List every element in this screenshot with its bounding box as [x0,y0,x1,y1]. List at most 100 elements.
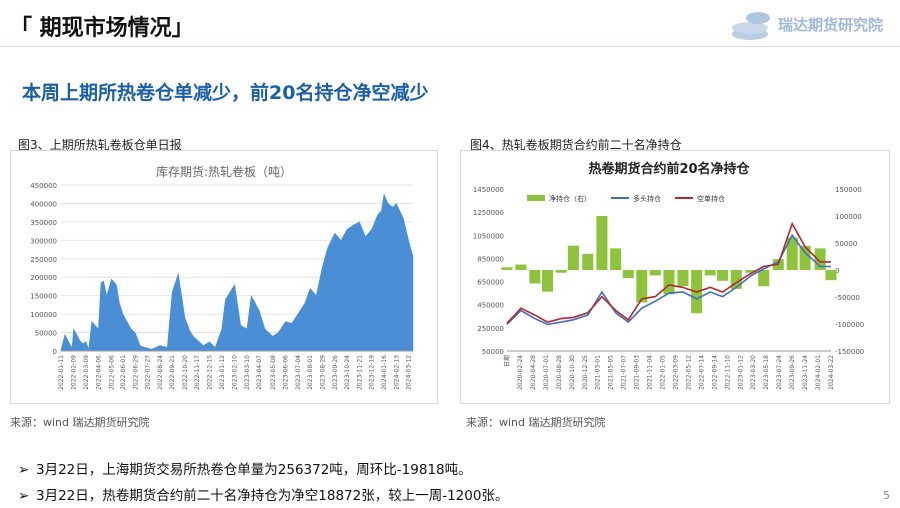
logo-text: 瑞达期货研究院 [778,16,884,34]
legend-label: 多头持仓 [633,194,661,203]
fig4-label: 图4、热轧卷板期货合约前二十名净持仓 [470,138,682,152]
x-tick-label: 2021-07-07 [621,355,628,390]
x-tick-label: 2023-12-19 [369,355,376,390]
x-tick-label: 2024-03-22 [828,355,835,390]
x-tick-label: 2023-09-26 [789,355,796,390]
x-tick-label: 2023-08-29 [319,355,326,390]
y-tick-label: 300000 [30,237,57,245]
net-position-bar [501,267,513,270]
y-tick-label: 350000 [30,219,57,227]
x-tick-label: 2024-03-12 [406,355,413,390]
page-number: 5 [883,489,890,502]
short-position-line [506,221,831,324]
x-tick-label: 2020-02-24 [517,355,524,390]
y-right-tick-label: 0 [835,267,839,275]
page-title: 「 期现市场情况」 [10,16,194,41]
note-2-text: 3月22日，热卷期货合约前二十名净持仓为净空18872张，较上一周-1200张。 [36,488,509,504]
x-tick-label: 2022-11-17 [194,355,201,390]
x-tick-label: 2022-10-20 [182,355,189,390]
x-tick-label: 日期 [503,355,511,367]
y-tick-label: 400000 [30,200,57,208]
y-tick-label: 200000 [30,274,57,282]
chart-title: 热卷期货合约前20名净持仓 [588,161,750,177]
x-tick-label: 2020-10-30 [569,355,576,390]
net-position-bar [649,270,661,276]
x-tick-label: 2024-01-16 [381,355,388,390]
x-tick-label: 2023-06-06 [283,355,290,390]
y-tick-label: 50000 [35,330,57,338]
net-position-bar [677,270,689,287]
x-tick-label: 2022-01-11 [58,355,65,390]
y-right-tick-label: -50000 [835,294,860,302]
x-tick-label: 2022-08-24 [157,355,164,390]
x-tick-label: 2023-07-04 [295,355,302,390]
y-right-tick-label: -150000 [835,348,864,356]
x-tick-label: 2023-07-24 [776,355,783,390]
company-logo [732,12,770,40]
x-tick-label: 2023-03-10 [244,355,251,390]
note-2: ➢ 3月22日，热卷期货合约前二十名净持仓为净空18872张，较上一周-1200张… [18,484,508,504]
net-position-bar [582,253,594,270]
x-tick-label: 2020-08-28 [556,355,563,390]
x-tick-label: 2020-07-01 [543,355,550,390]
y-left-tick-label: 1050000 [473,232,504,240]
x-tick-label: 2022-06-29 [132,355,139,390]
x-tick-label: 2024-02-13 [393,355,400,390]
x-tick-label: 2020-12-25 [582,355,589,390]
x-tick-label: 2024-02-01 [815,355,822,390]
x-tick-label: 2023-05-18 [763,355,770,390]
x-tick-label: 2022-01-05 [660,355,667,390]
net-position-bar [745,270,757,273]
y-left-tick-label: 450000 [477,302,504,310]
y-right-tick-label: 150000 [835,186,862,194]
net-position-bar [758,270,770,287]
y-right-tick-label: 100000 [835,213,862,221]
x-tick-label: 2023-05-08 [270,355,277,390]
y-tick-label: 0 [53,348,57,356]
x-tick-label: 2021-05-05 [608,355,615,390]
net-position-bar [567,245,579,270]
x-tick-label: 2022-12-15 [207,355,214,390]
y-left-tick-label: 250000 [477,325,504,333]
fig3-source: 来源：wind 瑞达期货研究院 [10,416,150,429]
net-position-bar [555,270,567,273]
y-right-tick-label: -100000 [835,321,864,329]
y-left-tick-label: 1450000 [473,186,504,194]
x-tick-label: 2022-05-06 [109,355,116,390]
x-tick-label: 2022-06-01 [120,355,127,390]
section-subtitle: 本周上期所热卷仓单减少，前20名持仓净空减少 [22,82,429,104]
x-tick-label: 2022-07-27 [145,355,152,390]
x-tick-label: 2021-09-03 [634,355,641,390]
net-position-bar [596,216,608,270]
x-tick-label: 2022-09-14 [711,355,718,390]
x-tick-label: 2022-09-21 [169,355,176,390]
net-position-bar [515,264,527,270]
y-tick-label: 150000 [30,293,57,301]
x-tick-label: 2021-11-04 [647,355,654,390]
y-tick-label: 250000 [30,256,57,264]
chart-title: 库存期货:热轧卷板（吨） [156,164,292,179]
net-position-bar [622,270,634,279]
x-tick-label: 2022-05-12 [685,355,692,390]
x-tick-label: 2022-03-09 [83,355,90,390]
net-position-bar [825,270,837,281]
net-position-bar [717,270,729,281]
net-position-bar [663,270,675,295]
legend-label: 净持仓（右） [549,194,591,203]
x-tick-label: 2022-02-09 [71,355,78,390]
x-tick-label: 2022-07-14 [698,355,705,390]
y-right-tick-label: 50000 [835,240,857,248]
net-position-bar [730,270,742,289]
x-tick-label: 2023-10-24 [344,355,351,390]
net-position-bar [814,248,826,270]
legend-swatch-net [527,195,545,201]
coin-stack-icon [732,12,770,40]
net-position-bar [786,237,798,270]
fig4-panel: 热卷期货合约前20名净持仓 净持仓（右） 多头持仓 空单持仓 50000 250000 45… [460,150,890,404]
inventory-area-chart: 库存期货:热轧卷板（吨） 0 50000 100000 150000 200000 2500… [30,164,414,390]
x-tick-label: 2021-03-01 [595,355,602,390]
net-position-bar [541,270,554,292]
x-tick-label: 2023-08-01 [307,355,314,390]
net-position-bar [610,248,622,270]
